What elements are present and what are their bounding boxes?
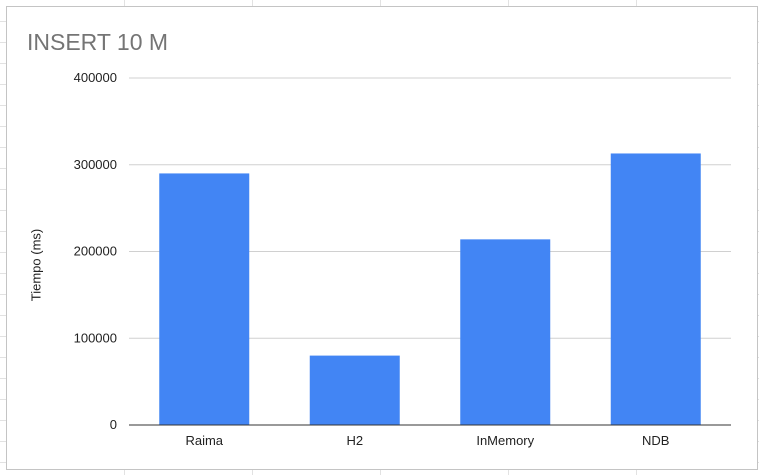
x-tick-label: InMemory [476, 433, 534, 448]
chart-title: INSERT 10 M [27, 29, 169, 55]
bar-inmemory[interactable] [460, 239, 551, 425]
y-tick-label: 300000 [74, 157, 117, 172]
y-tick-label: 200000 [74, 244, 117, 259]
bar-raima[interactable] [159, 173, 250, 425]
x-tick-label: Raima [185, 433, 223, 448]
x-tick-label: NDB [642, 433, 669, 448]
y-tick-label: 0 [110, 417, 117, 432]
bar-chart-plot: 0 100000 200000 300000 400000 Raima H2 InMemory… [74, 70, 731, 448]
y-tick-label: 400000 [74, 70, 117, 85]
bar-ndb[interactable] [610, 153, 701, 425]
x-tick-label: H2 [346, 433, 363, 448]
y-tick-label: 100000 [74, 330, 117, 345]
bar-h2[interactable] [309, 355, 400, 425]
chart-container[interactable]: INSERT 10 M Tiempo (ms) 0 100000 200000 300… [6, 6, 758, 470]
